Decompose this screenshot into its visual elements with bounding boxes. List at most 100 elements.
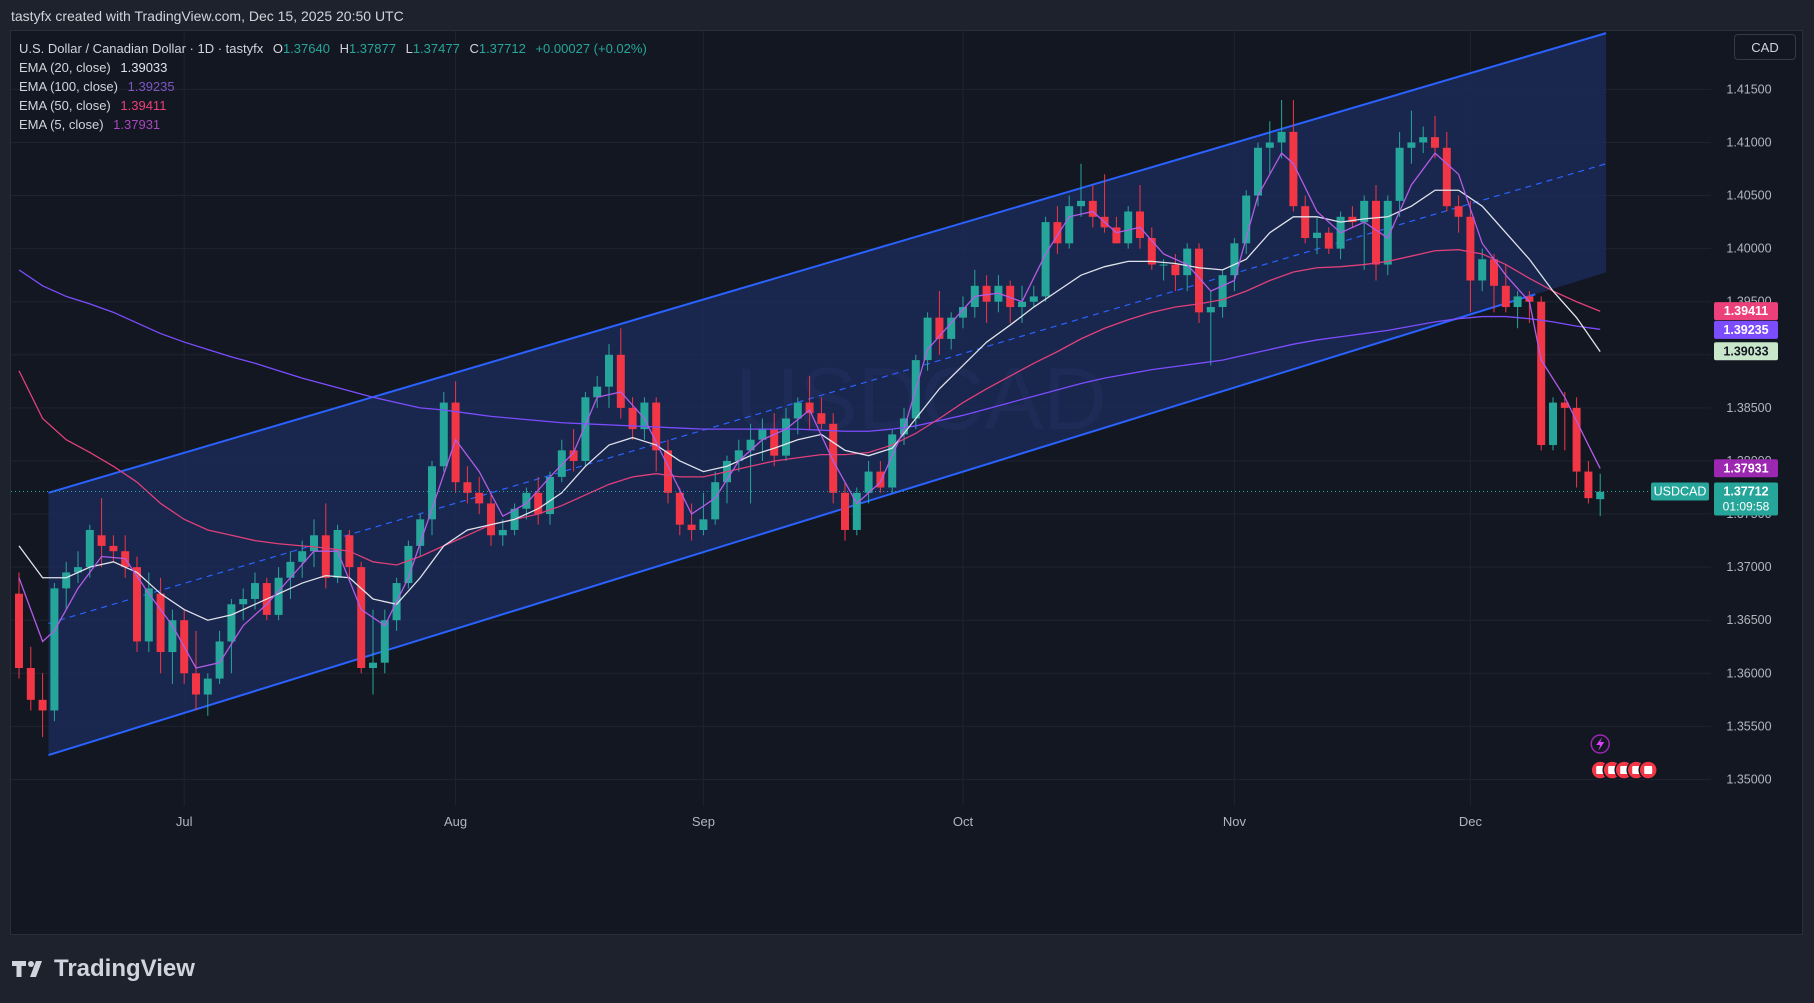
chart-panel[interactable]: USDCAD 1.35000 1.35500 1.36000 1.36500 1.3700…: [10, 30, 1803, 935]
currency-button[interactable]: CAD: [1734, 34, 1796, 60]
candle-up: [215, 630, 224, 684]
candle-down: [1006, 280, 1015, 323]
candle-body: [85, 529, 94, 568]
channel-fill: [48, 33, 1607, 756]
candle-body: [463, 482, 472, 493]
indicator-ema50[interactable]: EMA (50, close) 1.39411: [19, 96, 653, 115]
candle-down: [770, 413, 779, 467]
candle-up: [416, 514, 425, 557]
candle-up: [239, 588, 248, 621]
flag-icon: [1596, 766, 1605, 774]
candle-body: [1525, 296, 1534, 302]
candle-body: [109, 545, 118, 552]
chart-legend: U.S. Dollar / Canadian Dollar · 1D · tas…: [19, 39, 653, 134]
candle-body: [333, 529, 342, 578]
candle-body: [876, 471, 885, 488]
price-tick-label: 1.36000: [1726, 666, 1771, 680]
indicator-ema20[interactable]: EMA (20, close) 1.39033: [19, 58, 653, 77]
candle-down: [357, 561, 366, 674]
candles: [15, 100, 1605, 737]
candle-body: [1254, 147, 1262, 196]
indicator-label: EMA (20, close): [19, 60, 111, 75]
events-icons: [1590, 734, 1658, 780]
price-badge: 1.39235: [1714, 320, 1778, 339]
candle-body: [1159, 264, 1168, 266]
time-tick-label: Nov: [1223, 814, 1247, 829]
candle-body: [1006, 285, 1015, 308]
high-key: H: [339, 41, 349, 56]
indicator-value: 1.37931: [113, 117, 161, 132]
candle-body: [1242, 195, 1251, 244]
candle-up: [923, 312, 932, 371]
candle-up: [864, 460, 873, 504]
candle-down: [15, 572, 23, 679]
price-chart[interactable]: USDCAD 1.35000 1.35500 1.36000 1.36500 1.3700…: [11, 31, 1803, 935]
price-tick-label: 1.40000: [1726, 242, 1771, 256]
candle-body: [770, 429, 779, 456]
candle-down: [1195, 243, 1203, 323]
candle-down: [1560, 391, 1569, 451]
candle-down: [569, 429, 578, 472]
candle-body: [888, 434, 897, 488]
time-tick-label: Aug: [444, 814, 467, 829]
price-badge: 1.39411: [1714, 302, 1778, 321]
candle-body: [1147, 238, 1156, 265]
candle-up: [168, 609, 177, 684]
candle-body: [26, 667, 35, 700]
candle-up: [593, 376, 602, 408]
candle-body: [428, 466, 436, 520]
candle-up: [498, 519, 507, 546]
candle-down: [829, 413, 838, 504]
candle-body: [1230, 243, 1239, 276]
candle-body: [1442, 147, 1451, 207]
candle-down: [817, 397, 826, 430]
candle-body: [1088, 200, 1097, 217]
candle-down: [876, 460, 885, 493]
countdown-label: 01:09:58: [1723, 500, 1770, 514]
price-badge-label: 1.37931: [1723, 461, 1768, 475]
indicator-ema5[interactable]: EMA (5, close) 1.37931: [19, 115, 653, 134]
tradingview-mark-icon: [12, 961, 42, 977]
candle-up: [1360, 195, 1369, 270]
candle-body: [1490, 259, 1498, 286]
candle-body: [1206, 307, 1215, 313]
candle-up: [428, 460, 436, 536]
candle-up: [404, 540, 413, 589]
candle-body: [144, 588, 153, 642]
candle-body: [1383, 200, 1392, 265]
candle-body: [1454, 206, 1463, 217]
candle-body: [1560, 402, 1569, 408]
candle-body: [805, 402, 814, 414]
candle-body: [451, 402, 460, 483]
time-tick-label: Sep: [692, 814, 715, 829]
candle-body: [1029, 296, 1038, 302]
candle-up: [1513, 291, 1522, 329]
candle-up: [227, 598, 236, 674]
ema20-line: [18, 189, 1601, 621]
candle-up: [605, 344, 613, 408]
candle-body: [1478, 259, 1487, 281]
candle-up: [1478, 248, 1487, 292]
candle-body: [97, 535, 106, 546]
tradingview-logo: TradingView: [12, 955, 195, 983]
close-value: 1.37712: [478, 41, 526, 56]
candle-down: [26, 646, 35, 711]
indicator-ema100[interactable]: EMA (100, close) 1.39235: [19, 77, 653, 96]
indicator-label: EMA (100, close): [19, 79, 118, 94]
candle-body: [1065, 206, 1074, 244]
symbol-row: U.S. Dollar / Canadian Dollar · 1D · tas…: [19, 39, 653, 58]
candle-body: [1372, 200, 1380, 265]
flag-icon: [1620, 766, 1629, 774]
candle-body: [1348, 216, 1357, 223]
indicator-value: 1.39411: [120, 98, 167, 113]
candle-body: [947, 317, 956, 339]
candle-down: [1501, 264, 1510, 313]
candle-body: [664, 450, 672, 493]
candle-body: [699, 519, 708, 530]
price-badge-label: 1.39235: [1723, 323, 1768, 337]
candle-body: [829, 423, 838, 493]
candle-body: [1513, 296, 1522, 308]
candle-up: [1041, 216, 1050, 302]
candle-up: [581, 391, 590, 467]
